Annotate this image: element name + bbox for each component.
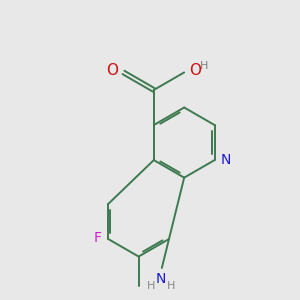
Text: H: H [200,61,208,71]
Text: O: O [106,63,118,78]
Text: O: O [189,63,201,78]
Text: H: H [147,281,156,291]
Text: H: H [167,281,175,291]
Text: F: F [94,230,102,244]
Text: N: N [221,153,232,167]
Text: N: N [155,272,166,286]
